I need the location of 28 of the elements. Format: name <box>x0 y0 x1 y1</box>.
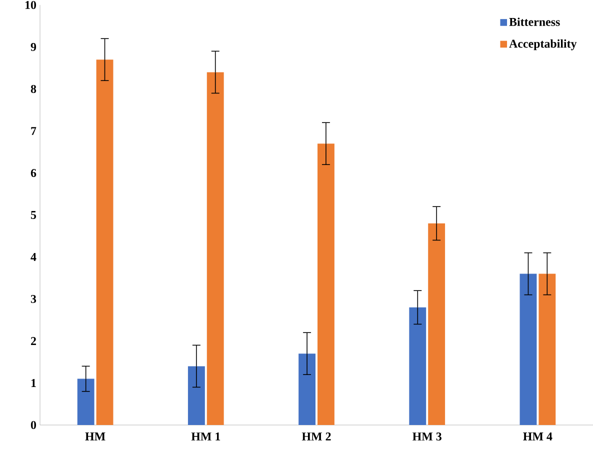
bar <box>317 144 334 425</box>
bar <box>520 274 537 425</box>
legend-label: Bitterness <box>509 18 560 26</box>
y-tick-label: 5 <box>30 211 36 219</box>
bar <box>206 72 224 425</box>
y-tick-label: 6 <box>30 168 36 178</box>
bar <box>77 378 94 425</box>
y-tick-label: 4 <box>30 253 36 261</box>
y-tick-label: 2 <box>31 337 36 345</box>
legend-label: Acceptability <box>509 39 577 50</box>
y-tick-label: 1 <box>31 379 36 387</box>
y-tick-label: 3 <box>30 294 36 304</box>
x-tick-label: HM 1 <box>191 432 220 440</box>
bar <box>409 307 426 425</box>
bar <box>96 60 114 425</box>
y-tick-label: 10 <box>25 0 36 10</box>
x-tick-label: HM 2 <box>302 432 331 440</box>
x-tick-label: HM 4 <box>523 432 552 440</box>
y-tick-label: 0 <box>30 420 36 430</box>
y-tick-label: 8 <box>30 84 36 94</box>
x-tick-label: HM <box>85 432 106 440</box>
bar <box>188 366 205 425</box>
bar <box>298 354 316 425</box>
y-tick-label: 9 <box>30 42 36 52</box>
bar <box>538 274 556 425</box>
y-tick-label: 7 <box>31 127 36 135</box>
bar <box>428 223 446 425</box>
x-tick-label: HM 3 <box>412 432 442 441</box>
